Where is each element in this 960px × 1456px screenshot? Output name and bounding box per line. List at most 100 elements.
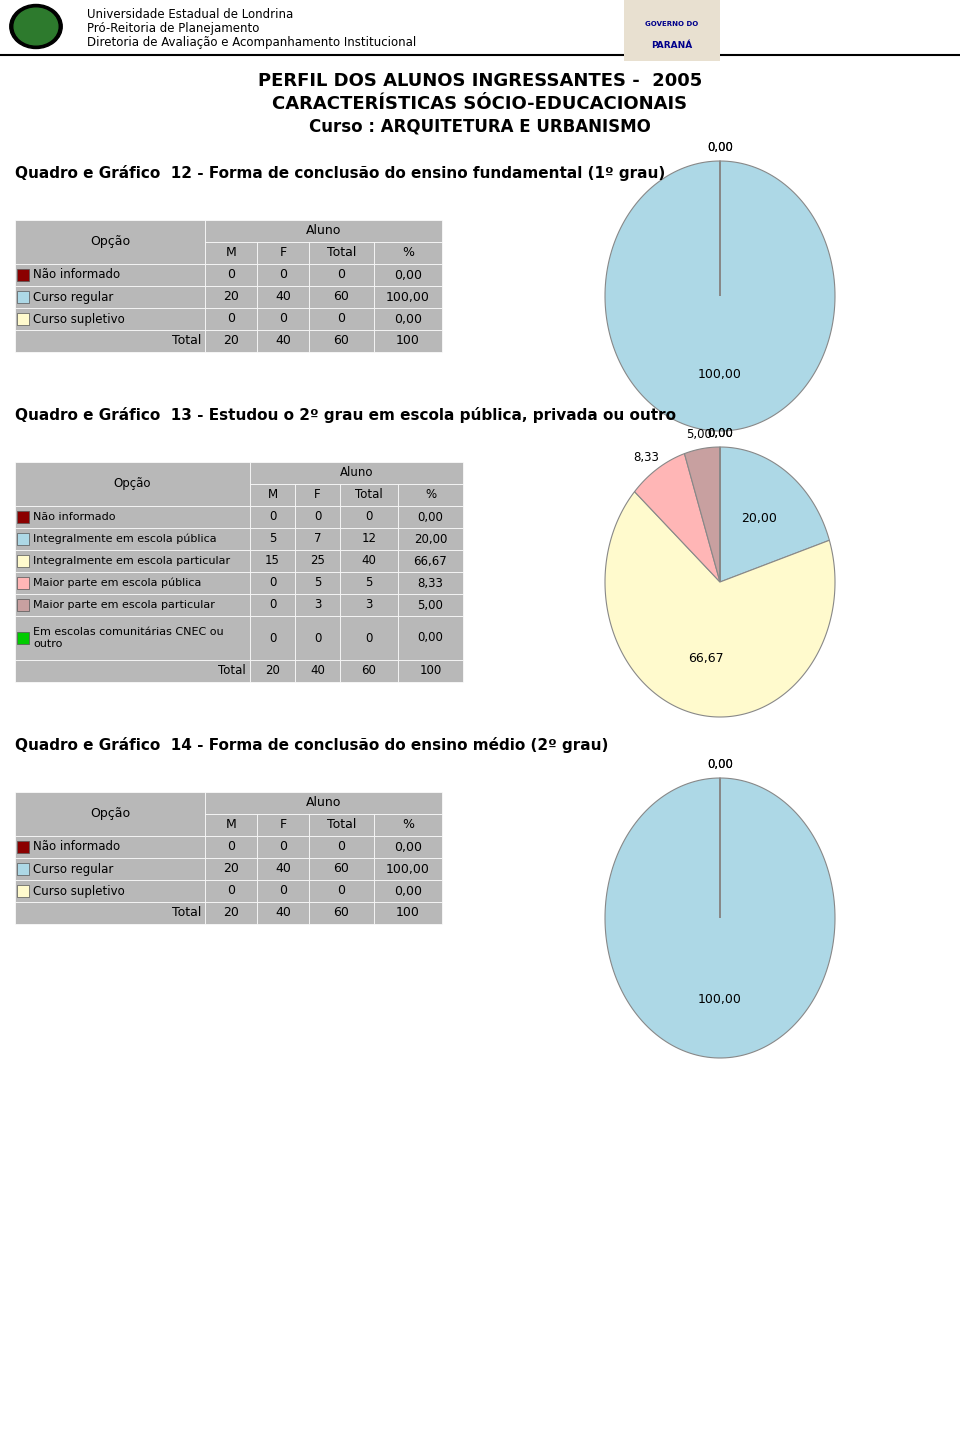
Bar (295, 594, 340, 616)
Text: %: % (402, 818, 414, 831)
Bar (257, 264, 309, 285)
Text: 40: 40 (276, 907, 291, 920)
Bar (374, 858, 442, 879)
Bar (17, 632, 29, 644)
Text: Não informado: Não informado (33, 268, 120, 281)
Bar (250, 660, 295, 681)
Bar (15, 903, 205, 925)
Bar (257, 814, 309, 836)
Text: F: F (279, 246, 287, 259)
Text: Não informado: Não informado (33, 513, 115, 523)
Bar (309, 836, 374, 858)
Text: 7: 7 (314, 533, 322, 546)
Text: Total: Total (172, 907, 201, 920)
Text: 60: 60 (333, 335, 349, 348)
Bar (17, 533, 29, 545)
Bar (374, 285, 442, 309)
Text: 0: 0 (338, 313, 346, 326)
Text: Aluno: Aluno (306, 224, 341, 237)
Bar (15, 220, 205, 264)
Text: 20: 20 (223, 291, 239, 303)
Bar (309, 242, 374, 264)
Bar (340, 572, 398, 594)
Text: 20: 20 (223, 335, 239, 348)
Text: 60: 60 (333, 907, 349, 920)
Bar (17, 863, 29, 875)
Bar (309, 264, 374, 285)
Bar (340, 660, 398, 681)
Bar (15, 858, 205, 879)
Bar (295, 507, 340, 529)
Bar (374, 836, 442, 858)
Text: Integralmente em escola pública: Integralmente em escola pública (33, 534, 217, 545)
Bar (205, 836, 257, 858)
Text: 3: 3 (366, 598, 372, 612)
Text: 20,00: 20,00 (414, 533, 447, 546)
Bar (374, 331, 442, 352)
Text: 66,67: 66,67 (688, 652, 724, 665)
Text: 8,33: 8,33 (418, 577, 444, 590)
Text: 66,67: 66,67 (414, 555, 447, 568)
Text: 0: 0 (338, 884, 346, 897)
Bar (250, 572, 295, 594)
Text: 0,00: 0,00 (708, 427, 732, 440)
Text: 60: 60 (333, 862, 349, 875)
Bar (15, 507, 250, 529)
Bar (309, 858, 374, 879)
Bar (205, 309, 257, 331)
Bar (295, 660, 340, 681)
Text: PARANÁ: PARANÁ (652, 41, 692, 51)
Text: 100,00: 100,00 (698, 993, 742, 1006)
Bar (15, 550, 250, 572)
Text: F: F (279, 818, 287, 831)
Text: Pró-Reitoria de Planejamento: Pró-Reitoria de Planejamento (87, 22, 259, 35)
Text: 100: 100 (420, 664, 442, 677)
Bar (250, 550, 295, 572)
Text: Curso supletivo: Curso supletivo (33, 884, 125, 897)
Text: Curso : ARQUITETURA E URBANISMO: Curso : ARQUITETURA E URBANISMO (309, 118, 651, 135)
Text: 0,00: 0,00 (708, 757, 732, 770)
Bar (15, 285, 205, 309)
Text: 0: 0 (279, 840, 287, 853)
Text: 20: 20 (265, 664, 280, 677)
Bar (295, 529, 340, 550)
Text: 0: 0 (338, 840, 346, 853)
Text: 40: 40 (310, 664, 324, 677)
Text: 3: 3 (314, 598, 322, 612)
Text: 0,00: 0,00 (708, 140, 732, 153)
Text: 0: 0 (269, 511, 276, 524)
Bar (205, 792, 442, 814)
Bar (374, 903, 442, 925)
Bar (374, 814, 442, 836)
Bar (17, 577, 29, 590)
Text: Total: Total (355, 489, 383, 501)
Text: Maior parte em escola particular: Maior parte em escola particular (33, 600, 215, 610)
Text: 0,00: 0,00 (708, 140, 732, 153)
Text: 20: 20 (223, 862, 239, 875)
Bar (340, 529, 398, 550)
Text: 100,00: 100,00 (386, 291, 430, 303)
Bar (340, 507, 398, 529)
Text: 15: 15 (265, 555, 280, 568)
Text: 25: 25 (310, 555, 324, 568)
Text: Quadro e Gráfico  14 - Forma de conclusão do ensino médio (2º grau): Quadro e Gráfico 14 - Forma de conclusão… (15, 737, 609, 753)
Bar (205, 858, 257, 879)
Bar (205, 220, 442, 242)
Text: 0,00: 0,00 (418, 511, 444, 524)
Text: Total: Total (326, 246, 356, 259)
Bar (295, 616, 340, 660)
Bar (17, 885, 29, 897)
Text: Curso regular: Curso regular (33, 862, 113, 875)
Bar (398, 529, 463, 550)
Text: 5: 5 (366, 577, 372, 590)
Bar (15, 879, 205, 903)
Bar (205, 264, 257, 285)
Bar (340, 594, 398, 616)
Text: 0: 0 (227, 268, 235, 281)
Bar (250, 529, 295, 550)
Text: 100,00: 100,00 (386, 862, 430, 875)
Bar (257, 331, 309, 352)
Text: Aluno: Aluno (306, 796, 341, 810)
Text: 60: 60 (333, 291, 349, 303)
Text: Total: Total (218, 664, 246, 677)
